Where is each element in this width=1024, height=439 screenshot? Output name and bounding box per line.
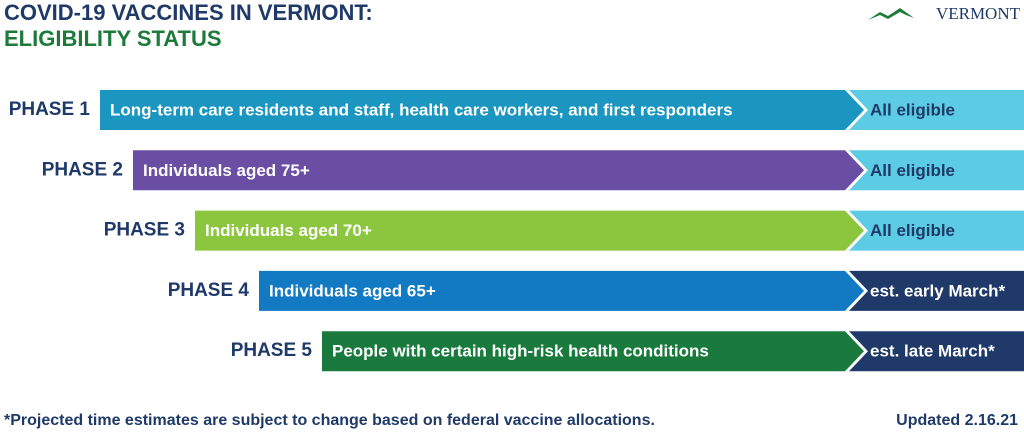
- phase-status: est. late March*: [870, 342, 995, 361]
- logo: VERMONT: [936, 4, 1021, 23]
- phase-description: People with certain high-risk health con…: [332, 342, 709, 361]
- phase-label: PHASE 1: [9, 99, 91, 120]
- phase-label: PHASE 5: [231, 340, 313, 361]
- phase-label: PHASE 3: [104, 220, 185, 241]
- status-box: [849, 210, 1024, 251]
- footnote: *Projected time estimates are subject to…: [4, 412, 655, 429]
- phase-status: All eligible: [870, 221, 955, 240]
- status-box: [849, 90, 1024, 130]
- status-box: [849, 270, 1024, 311]
- phase-bar: [100, 90, 864, 130]
- phase-status: All eligible: [870, 100, 955, 119]
- title: COVID-19 VACCINES IN VERMONT:: [4, 0, 373, 25]
- phase-description: Individuals aged 70+: [205, 221, 372, 240]
- phase-label: PHASE 4: [168, 280, 250, 301]
- phase-bar: [259, 270, 864, 311]
- updated: Updated 2.16.21: [896, 412, 1018, 429]
- phase-bar: [133, 150, 864, 191]
- phase-bar: [195, 210, 864, 251]
- logo-mountain: [868, 8, 914, 20]
- status-box: [849, 150, 1024, 191]
- status-box: [849, 331, 1024, 372]
- phase-status: est. early March*: [870, 281, 1006, 300]
- phase-description: Individuals aged 75+: [143, 161, 310, 180]
- phase-description: Individuals aged 65+: [269, 281, 436, 300]
- phase-description: Long-term care residents and staff, heal…: [110, 100, 733, 119]
- phase-bar: [322, 331, 864, 372]
- phase-label: PHASE 2: [42, 159, 123, 180]
- subtitle: ELIGIBILITY STATUS: [4, 26, 222, 51]
- phase-status: All eligible: [870, 161, 955, 180]
